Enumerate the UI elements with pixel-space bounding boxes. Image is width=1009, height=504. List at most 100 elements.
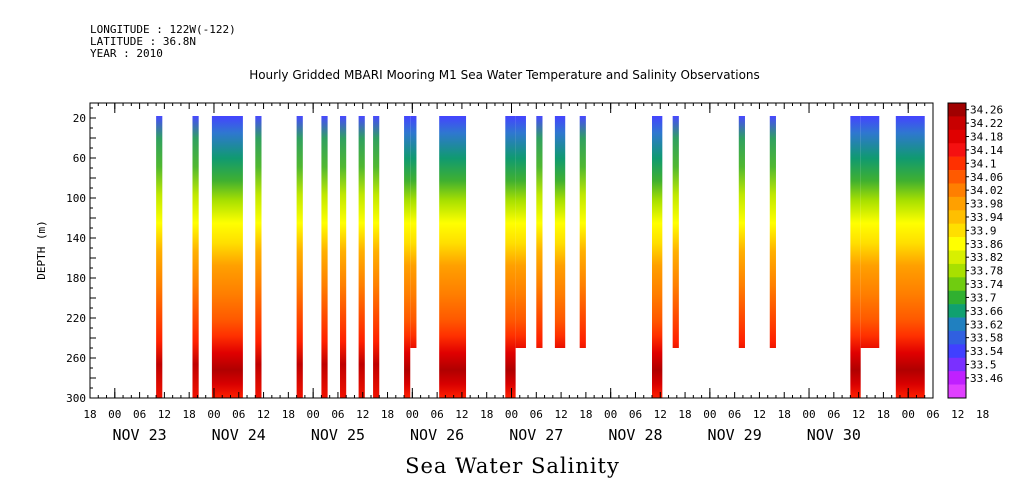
colorbar-swatch [948,344,966,359]
colorbar-swatch [948,384,966,399]
colorbar-label: 34.06 [970,171,1003,184]
data-band [404,116,411,398]
y-tick-label: 140 [66,232,86,245]
colorbar-label: 34.18 [970,131,1003,144]
x-day-label: NOV 26 [410,426,464,444]
data-band [255,116,262,398]
data-band [738,116,745,348]
colorbar-label: 33.62 [970,318,1003,331]
colorbar-label: 33.86 [970,238,1003,251]
chart-header: LONGITUDE : 122W(-122) LATITUDE : 36.8N … [90,24,236,60]
colorbar-label: 33.7 [970,291,997,304]
x-hour-label: 00 [505,408,518,421]
x-hour-label: 18 [778,408,791,421]
data-band [211,116,243,398]
colorbar-swatch [948,317,966,332]
data-band [769,116,776,348]
colorbar-label: 33.46 [970,372,1003,385]
x-day-label: NOV 25 [311,426,365,444]
x-hour-label: 12 [852,408,865,421]
x-hour-label: 06 [629,408,642,421]
data-band [321,116,328,398]
x-hour-label: 00 [207,408,220,421]
x-hour-label: 12 [158,408,171,421]
x-hour-label: 18 [976,408,989,421]
x-hour-label: 06 [728,408,741,421]
y-axis: 20 60 100 140 180 220 260 300 [66,107,96,405]
data-band [192,116,199,398]
data-band [515,116,526,348]
x-hour-label: 18 [877,408,890,421]
data-band [672,116,679,348]
x-day-label: NOV 27 [509,426,563,444]
colorbar-swatch [948,237,966,251]
x-hour-label: 12 [654,408,667,421]
data-band [860,116,880,348]
x-hour-label: 00 [902,408,915,421]
x-axis: 18 00 06 12 18 00 06 12 18 00 06 12 18 00 06 12 18 00 06 12… [83,103,989,444]
year-label: YEAR : 2010 [90,47,163,60]
x-hour-label: 06 [133,408,146,421]
colorbar-swatch [948,183,966,198]
colorbar-swatch [948,250,966,265]
data-band [505,116,516,398]
colorbar-swatch [948,116,966,131]
colorbar-label: 34.14 [970,144,1003,157]
x-hour-label: 12 [554,408,567,421]
x-hour-label: 18 [579,408,592,421]
x-hour-label: 12 [356,408,369,421]
y-tick-label: 180 [66,272,86,285]
colorbar-swatch [948,223,966,238]
y-tick-label: 260 [66,352,86,365]
x-hour-label: 06 [530,408,543,421]
colorbar-label: 33.66 [970,305,1003,318]
x-hour-label: 00 [108,408,121,421]
colorbar-label: 34.02 [970,184,1003,197]
colorbar-swatch [948,304,966,318]
y-tick-label: 60 [73,152,86,165]
y-tick-label: 220 [66,312,86,325]
x-hour-label: 18 [678,408,691,421]
data-band [895,116,925,398]
colorbar-label: 34.26 [970,104,1003,117]
colorbar-swatch [948,196,966,211]
x-hour-label: 18 [381,408,394,421]
colorbar-frame [947,102,967,399]
colorbar-swatch [948,330,966,345]
colorbar-swatch [948,103,966,117]
colorbar: 34.2634.2234.1834.1434.134.0634.0233.983… [947,102,1003,399]
x-day-label: NOV 29 [708,426,762,444]
chart-subtitle: Sea Water Salinity [405,454,620,478]
x-hour-label: 18 [282,408,295,421]
x-hour-label: 06 [926,408,939,421]
colorbar-swatch [948,263,966,278]
colorbar-label: 34.22 [970,117,1003,130]
colorbar-swatch [948,129,966,144]
colorbar-label: 33.98 [970,198,1003,211]
colorbar-swatch [948,170,966,184]
y-tick-label: 100 [66,192,86,205]
x-day-label: NOV 30 [807,426,861,444]
data-band [554,116,566,348]
x-day-label: NOV 24 [212,426,266,444]
data-band [340,116,347,398]
data-band [156,116,163,398]
x-hour-label: 00 [802,408,815,421]
colorbar-swatch [948,210,966,224]
colorbar-label: 33.94 [970,211,1003,224]
colorbar-swatch [948,371,966,385]
data-band [439,116,467,398]
x-hour-label: 12 [257,408,270,421]
colorbar-label: 33.58 [970,332,1003,345]
colorbar-label: 34.1 [970,157,997,170]
x-hour-label: 12 [753,408,766,421]
colorbar-label: 33.5 [970,358,997,371]
data-bands [156,116,925,398]
chart-title: Hourly Gridded MBARI Mooring M1 Sea Wate… [249,68,760,82]
x-hour-label: 00 [406,408,419,421]
colorbar-swatch [948,143,966,157]
x-day-label: NOV 23 [112,426,166,444]
x-hour-label: 12 [455,408,468,421]
data-band [296,116,303,398]
